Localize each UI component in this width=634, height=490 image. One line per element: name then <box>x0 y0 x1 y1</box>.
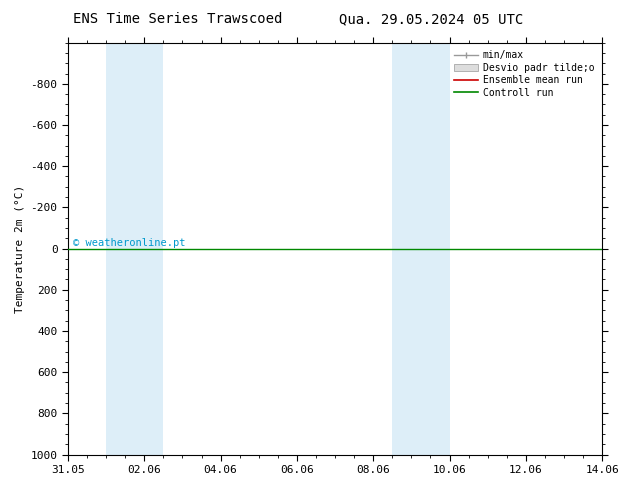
Bar <box>392 43 450 455</box>
Text: ENS Time Series Trawscoed: ENS Time Series Trawscoed <box>73 12 282 26</box>
Text: Qua. 29.05.2024 05 UTC: Qua. 29.05.2024 05 UTC <box>339 12 523 26</box>
Text: © weatheronline.pt: © weatheronline.pt <box>74 238 186 248</box>
Bar <box>106 43 164 455</box>
Y-axis label: Temperature 2m (°C): Temperature 2m (°C) <box>15 184 25 313</box>
Legend: min/max, Desvio padr tilde;o, Ensemble mean run, Controll run: min/max, Desvio padr tilde;o, Ensemble m… <box>451 48 597 100</box>
